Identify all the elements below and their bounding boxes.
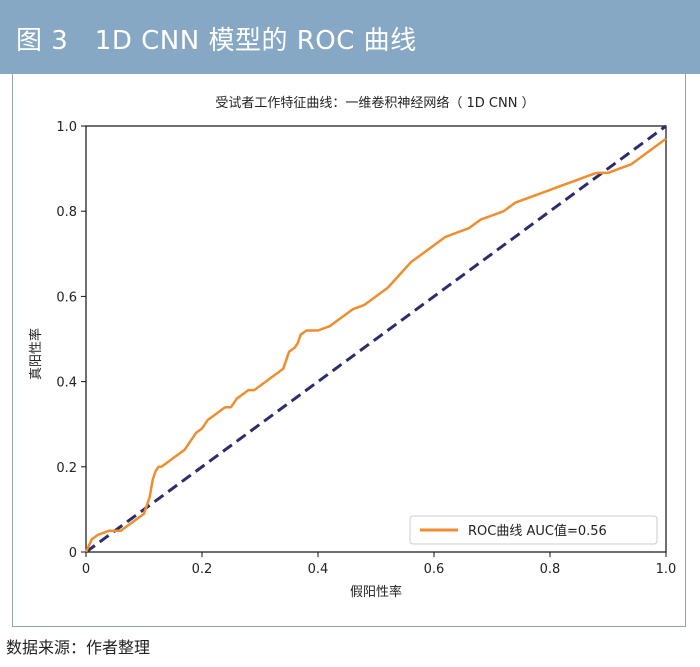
- legend: ROC曲线 AUC值=0.56: [409, 515, 658, 545]
- figure-header: 图 3 1D CNN 模型的 ROC 曲线: [0, 0, 700, 74]
- x-axis: 0 0.2 0.4 0.6 0.8 1.0: [82, 552, 676, 577]
- y-tick-label: 0.2: [56, 461, 77, 476]
- roc-curve-line: [84, 137, 667, 553]
- x-tick-label: 0.6: [424, 562, 445, 577]
- y-axis-label: 真阳性率: [28, 328, 44, 380]
- chart-title: 受试者工作特征曲线：一维卷积神经网络（ 1D CNN ）: [215, 95, 534, 111]
- plot-area: [85, 125, 667, 553]
- x-tick-label: 0.8: [540, 562, 561, 577]
- legend-label: ROC曲线 AUC值=0.56: [468, 523, 607, 539]
- y-tick-label: 0.6: [56, 290, 77, 305]
- series-layer: [84, 124, 667, 554]
- x-tick-label: 0.2: [192, 562, 213, 577]
- y-axis: 0 0.2 0.4 0.6 0.8 1.0: [56, 120, 86, 561]
- figure-title: 图 3 1D CNN 模型的 ROC 曲线: [16, 26, 417, 56]
- x-tick-label: 1.0: [656, 562, 677, 577]
- x-tick-label: 0.4: [308, 562, 329, 577]
- chance-diagonal-line: [85, 124, 667, 554]
- y-tick-label: 0.8: [56, 205, 77, 220]
- figure-frame: [12, 74, 686, 627]
- x-tick-label: 0: [82, 562, 90, 577]
- y-tick-label: 0: [69, 546, 77, 561]
- y-tick-label: 1.0: [56, 120, 77, 135]
- legend-box: [409, 515, 658, 545]
- x-axis-label: 假阳性率: [350, 584, 402, 600]
- source-note: 数据来源：作者整理: [6, 638, 151, 657]
- y-tick-label: 0.4: [56, 376, 77, 391]
